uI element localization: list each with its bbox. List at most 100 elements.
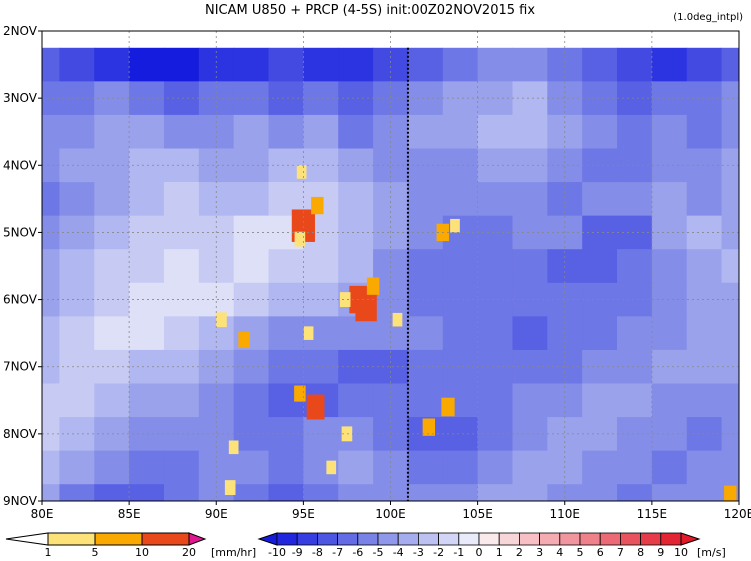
u850-cell bbox=[407, 182, 444, 217]
wind-colorbar-label: -10 bbox=[268, 546, 286, 559]
u850-cell bbox=[42, 450, 61, 485]
wind-colorbar-segment bbox=[296, 532, 318, 546]
u850-cell bbox=[94, 114, 130, 150]
u850-cell bbox=[163, 249, 200, 284]
u850-cell bbox=[338, 316, 374, 351]
u850-cell bbox=[721, 417, 739, 452]
wind-colorbar-label: -5 bbox=[373, 546, 384, 559]
u850-cell bbox=[338, 383, 374, 418]
u850-cell bbox=[233, 114, 270, 150]
u850-cell bbox=[163, 148, 200, 183]
u850-cell bbox=[268, 47, 304, 82]
precip-patch bbox=[355, 291, 377, 322]
precip-patch bbox=[339, 292, 351, 307]
wind-colorbar-segment bbox=[599, 532, 621, 546]
wind-colorbar-segment bbox=[478, 532, 500, 546]
precip-colorbar: 1 5 10 20 bbox=[5, 532, 207, 559]
precip-patch bbox=[311, 196, 324, 215]
precip-colorbar-lower-arrow bbox=[5, 532, 49, 546]
u850-cell bbox=[582, 484, 618, 501]
y-tick-label: 7NOV bbox=[3, 360, 38, 374]
precip-patch bbox=[366, 277, 380, 295]
x-tick-label: 105E bbox=[462, 507, 493, 521]
wind-colorbar-label: 4 bbox=[556, 546, 563, 559]
u850-cell bbox=[512, 182, 548, 217]
precip-colorbar-label: 1 bbox=[45, 546, 52, 559]
grid-lines bbox=[42, 31, 739, 501]
u850-cell bbox=[477, 182, 514, 217]
y-tick-label: 2NOV bbox=[3, 24, 38, 38]
u850-cell bbox=[94, 450, 130, 485]
u850-cell bbox=[163, 282, 200, 317]
y-tick-label: 3NOV bbox=[3, 91, 38, 105]
u850-cell bbox=[163, 81, 200, 116]
u850-cell bbox=[477, 484, 514, 501]
precip-patch bbox=[422, 418, 436, 436]
u850-cell bbox=[42, 316, 61, 351]
u850-cell bbox=[233, 182, 270, 217]
wind-colorbar-label: 0 bbox=[476, 546, 483, 559]
u850-cell bbox=[721, 47, 739, 82]
u850-cell bbox=[477, 249, 514, 284]
u850-cell bbox=[338, 182, 374, 217]
u850-cell bbox=[42, 282, 61, 317]
u850-cell bbox=[94, 383, 130, 418]
u850-cell bbox=[42, 383, 61, 418]
u850-cell bbox=[407, 316, 444, 351]
u850-cell bbox=[268, 114, 304, 150]
u850-cell bbox=[721, 383, 739, 418]
u850-cell bbox=[617, 182, 653, 217]
u850-cell bbox=[442, 114, 479, 150]
u850-cell bbox=[268, 316, 304, 351]
u850-cell bbox=[721, 316, 739, 351]
y-tick-label: 4NOV bbox=[3, 158, 38, 172]
u850-cell bbox=[721, 81, 739, 116]
u850-cell bbox=[163, 182, 200, 217]
u850-cell bbox=[582, 182, 618, 217]
u850-cell bbox=[42, 349, 61, 385]
u850-cell bbox=[59, 316, 95, 351]
u850-cell bbox=[442, 47, 479, 82]
wind-units: [m/s] bbox=[697, 546, 726, 559]
wind-colorbar-label: -4 bbox=[393, 546, 404, 559]
u850-cell bbox=[721, 182, 739, 217]
u850-cell bbox=[407, 383, 444, 418]
x-tick-label: 115E bbox=[637, 507, 668, 521]
u850-cell bbox=[651, 182, 688, 217]
u850-cell bbox=[442, 182, 479, 217]
u850-cell bbox=[721, 114, 739, 150]
wind-colorbar-label: 7 bbox=[617, 546, 624, 559]
x-tick-label: 80E bbox=[31, 507, 54, 521]
precip-colorbar-label: 10 bbox=[135, 546, 149, 559]
wind-colorbar-segment bbox=[660, 532, 682, 546]
u850-cell bbox=[582, 316, 618, 351]
u850-cell bbox=[651, 47, 688, 82]
wind-colorbar-segment bbox=[640, 532, 662, 546]
u850-cell bbox=[94, 182, 130, 217]
u850-cell bbox=[42, 484, 61, 501]
wind-colorbar-label: 6 bbox=[597, 546, 604, 559]
y-tick-label: 5NOV bbox=[3, 225, 38, 239]
u850-cell bbox=[686, 114, 723, 150]
wind-colorbar-label: 8 bbox=[637, 546, 644, 559]
u850-cell bbox=[129, 417, 165, 452]
u850-cell bbox=[721, 282, 739, 317]
u850-cell bbox=[59, 114, 95, 150]
u850-cell bbox=[686, 182, 723, 217]
wind-colorbar-segment bbox=[316, 532, 338, 546]
u850-cell bbox=[582, 249, 618, 284]
u850-cell bbox=[617, 316, 653, 351]
u850-cell bbox=[129, 282, 165, 317]
wind-colorbar-segment bbox=[498, 532, 520, 546]
x-tick-label: 120E bbox=[724, 507, 751, 521]
u850-cell bbox=[94, 47, 130, 82]
u850-cell bbox=[721, 249, 739, 284]
u850-cell bbox=[163, 383, 200, 418]
precip-field bbox=[216, 165, 737, 501]
precip-patch bbox=[392, 312, 403, 327]
u850-cell bbox=[94, 249, 130, 284]
u850-cell bbox=[233, 484, 270, 501]
precip-patch bbox=[303, 326, 314, 340]
wind-colorbar-segment bbox=[539, 532, 561, 546]
u850-cell bbox=[686, 450, 723, 485]
